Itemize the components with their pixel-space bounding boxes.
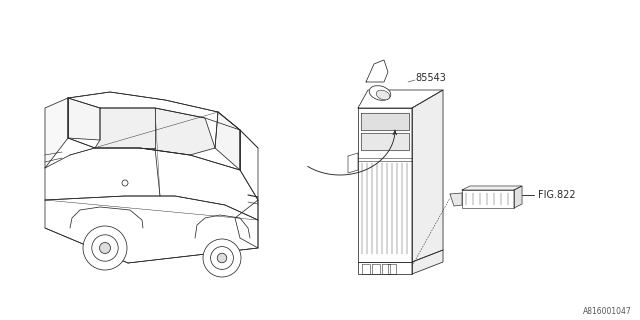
Text: A816001047: A816001047	[583, 308, 632, 316]
Circle shape	[83, 226, 127, 270]
Text: FIG.822: FIG.822	[538, 190, 575, 200]
Polygon shape	[95, 108, 215, 155]
Circle shape	[92, 235, 118, 261]
Polygon shape	[450, 193, 462, 206]
Polygon shape	[45, 98, 68, 168]
Ellipse shape	[369, 86, 391, 100]
Circle shape	[122, 180, 128, 186]
Polygon shape	[358, 262, 412, 274]
Polygon shape	[361, 113, 409, 130]
Polygon shape	[358, 108, 412, 262]
Polygon shape	[514, 186, 522, 208]
Polygon shape	[362, 264, 370, 274]
Polygon shape	[68, 92, 240, 130]
Circle shape	[217, 253, 227, 263]
Ellipse shape	[376, 90, 390, 100]
Polygon shape	[366, 60, 388, 82]
Polygon shape	[45, 148, 258, 220]
Circle shape	[203, 239, 241, 277]
Polygon shape	[235, 200, 258, 248]
Polygon shape	[372, 264, 380, 274]
Polygon shape	[358, 90, 443, 108]
Polygon shape	[412, 90, 443, 262]
Polygon shape	[388, 264, 396, 274]
Polygon shape	[348, 153, 358, 173]
Polygon shape	[68, 98, 100, 140]
Polygon shape	[361, 133, 409, 150]
Polygon shape	[382, 264, 390, 274]
Polygon shape	[240, 130, 258, 200]
Polygon shape	[68, 92, 240, 170]
Polygon shape	[45, 196, 258, 263]
Polygon shape	[462, 186, 522, 190]
Circle shape	[211, 247, 234, 269]
Polygon shape	[215, 112, 240, 170]
Polygon shape	[462, 190, 514, 208]
Polygon shape	[412, 250, 443, 274]
Text: 85543: 85543	[415, 73, 446, 83]
Circle shape	[99, 243, 111, 253]
